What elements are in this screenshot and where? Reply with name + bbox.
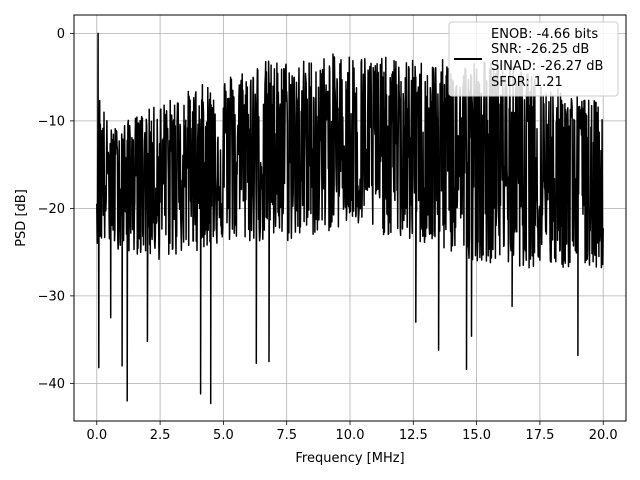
x-tick-label: 12.5 (399, 428, 428, 443)
legend-entry-enob: ENOB: -4.66 bits (491, 27, 598, 42)
legend-entry-sinad: SINAD: -26.27 dB (491, 59, 603, 74)
legend: ENOB: -4.66 bits SNR: -26.25 dB SINAD: -… (448, 21, 619, 97)
x-tick-label: 10.0 (336, 428, 365, 443)
legend-entry-sfdr: SFDR: 1.21 (491, 75, 563, 90)
plot-area (96, 32, 604, 405)
y-tick-label: −40 (38, 377, 65, 392)
y-tick-label: 0 (57, 27, 65, 42)
y-axis-label: PSD [dB] (14, 189, 29, 247)
legend-box (448, 21, 619, 97)
x-tick-label: 17.5 (525, 428, 554, 443)
psd-series-line (96, 32, 604, 405)
y-tick-label: −20 (38, 202, 65, 217)
y-tick-label: −30 (38, 289, 65, 304)
axes-frame (73, 14, 627, 422)
x-tick-label: 15.0 (462, 428, 491, 443)
legend-entry-snr: SNR: -26.25 dB (491, 42, 589, 57)
x-tick-label: 7.5 (276, 428, 297, 443)
x-tick-label: 2.5 (150, 428, 171, 443)
x-tick-label: 0.0 (86, 428, 107, 443)
x-tick-label: 20.0 (589, 428, 618, 443)
axis-ticks: 0.0 2.5 5.0 7.5 10.0 12.5 15.0 17.5 20.0 0 −10 −20 −… (38, 27, 618, 443)
x-axis-label: Frequency [MHz] (295, 451, 404, 466)
y-tick-label: −10 (38, 114, 65, 129)
x-tick-label: 5.0 (213, 428, 234, 443)
